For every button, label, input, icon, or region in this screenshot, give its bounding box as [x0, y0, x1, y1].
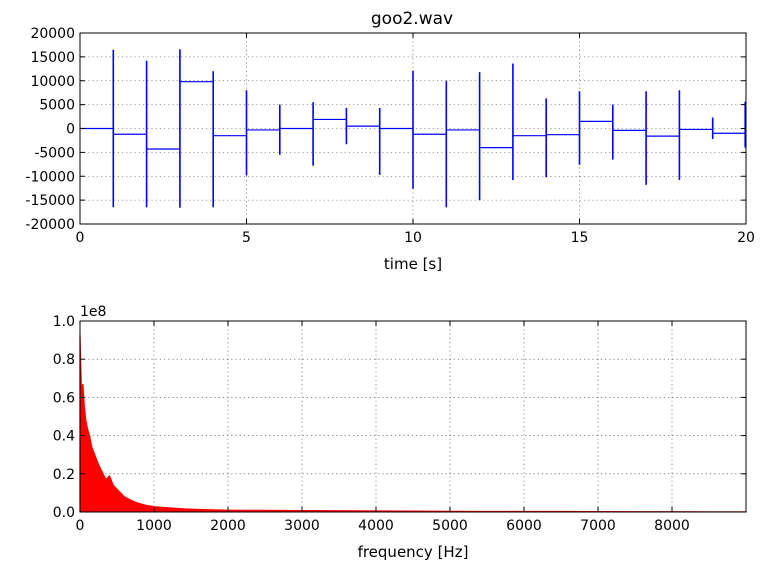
- waveform-xtick-label: 5: [242, 230, 251, 246]
- spectrum-subplot: 1e8 0 1000 2000 3000 4000 5000 6000 7000 8000 1.0…: [53, 304, 747, 561]
- waveform-ytick-label: 20000: [30, 26, 75, 42]
- waveform-xtick-label: 15: [571, 230, 589, 246]
- spectrum-ytick-label: 0.6: [53, 390, 75, 406]
- waveform-ytick-label: -20000: [25, 217, 75, 233]
- spectrum-xtick-label: 0: [76, 518, 85, 534]
- waveform-ytick-label: -5000: [34, 145, 75, 161]
- waveform-ytick-label: 10000: [30, 74, 75, 90]
- spectrum-ytick-label: 0.2: [53, 467, 75, 483]
- spectrum-xtick-label: 6000: [506, 518, 542, 534]
- waveform-ytick-label: -15000: [25, 193, 75, 209]
- waveform-xtick-label: 10: [404, 230, 422, 246]
- waveform-title: goo2.wav: [371, 9, 453, 29]
- waveform-ytick-label: 15000: [30, 50, 75, 66]
- spectrum-ytick-label: 1.0: [53, 314, 75, 330]
- spectrum-xtick-label: 1000: [136, 518, 172, 534]
- spectrum-axes-frame: [79, 320, 747, 513]
- spectrum-ytick-label: 0.0: [53, 505, 75, 521]
- spectrum-scale-label: 1e8: [80, 304, 106, 320]
- waveform-ytick-label: 5000: [39, 98, 75, 114]
- waveform-line: [80, 49, 747, 208]
- spectrum-ytick-label: 0.4: [53, 429, 75, 445]
- waveform-xtick-label: 20: [737, 230, 755, 246]
- waveform-ytick-label: -10000: [25, 169, 75, 185]
- waveform-subplot: goo2.wav 0 5 10 15 20 20000 15000 10000 5000 0 -50…: [25, 9, 755, 273]
- spectrum-xtick-label: 8000: [654, 518, 690, 534]
- spectrum-xtick-label: 7000: [580, 518, 616, 534]
- waveform-xlabel: time [s]: [384, 255, 442, 273]
- waveform-xtick-label: 0: [76, 230, 85, 246]
- spectrum-xtick-label: 2000: [210, 518, 246, 534]
- spectrum-xtick-label: 4000: [358, 518, 394, 534]
- spectrum-xtick-label: 5000: [432, 518, 468, 534]
- waveform-ytick-label: 0: [66, 122, 75, 138]
- spectrum-ytick-label: 0.8: [53, 352, 75, 368]
- spectrum-xlabel: frequency [Hz]: [358, 543, 469, 561]
- spectrum-xtick-label: 3000: [284, 518, 320, 534]
